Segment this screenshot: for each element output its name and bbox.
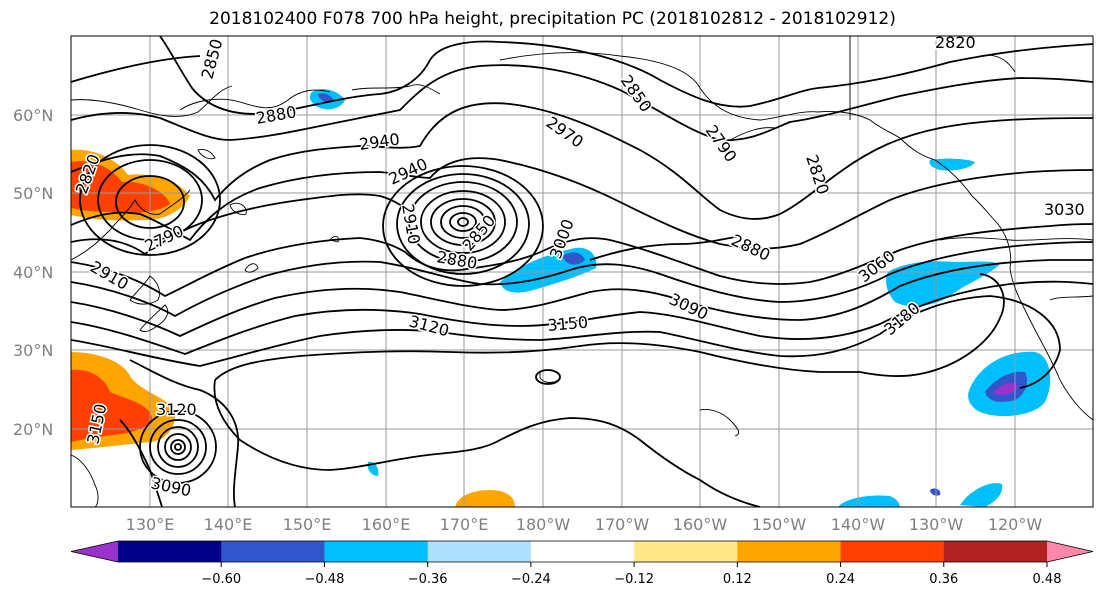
lon-label: 120°W bbox=[988, 515, 1043, 534]
contour-label: 2820 bbox=[935, 33, 976, 52]
lon-label: 130°W bbox=[909, 515, 964, 534]
lat-label: 40°N bbox=[13, 263, 53, 282]
colorbar-tick-label: −0.36 bbox=[408, 572, 448, 587]
lon-label: 130°E bbox=[126, 515, 175, 534]
lon-label: 170°W bbox=[595, 515, 650, 534]
colorbar-segment bbox=[737, 541, 842, 562]
contour-label: 3030 bbox=[1044, 200, 1085, 219]
lon-label: 150°W bbox=[752, 515, 807, 534]
precip-area bbox=[929, 158, 975, 171]
map-frame bbox=[70, 35, 1094, 508]
colorbar-segment bbox=[324, 541, 429, 562]
contour-label: 3150 bbox=[547, 313, 589, 335]
lon-label: 140°W bbox=[831, 515, 886, 534]
precip-area bbox=[993, 383, 1018, 395]
lon-label: 160°W bbox=[673, 515, 728, 534]
longitude-labels: 130°E 140°E 150°E 160°E 170°E 180°W 170°… bbox=[126, 515, 1043, 534]
precip-area bbox=[318, 93, 334, 103]
precip-area bbox=[71, 161, 170, 214]
map-title: 2018102400 F078 700 hPa height, precipit… bbox=[209, 9, 896, 29]
colorbar-tick-label: −0.60 bbox=[201, 572, 241, 587]
precip-area bbox=[930, 488, 941, 496]
colorbar-tick-label: −0.48 bbox=[305, 572, 345, 587]
lon-label: 170°E bbox=[440, 515, 489, 534]
lat-label: 60°N bbox=[13, 106, 53, 125]
lon-label: 160°E bbox=[362, 515, 411, 534]
precip-area bbox=[562, 252, 585, 265]
precip-area bbox=[71, 369, 152, 442]
precip-area bbox=[886, 261, 1000, 307]
precip-area bbox=[455, 490, 515, 507]
colorbar-tick-label: 0.12 bbox=[723, 572, 752, 587]
colorbar-segment bbox=[840, 541, 945, 562]
colorbar: −0.60 −0.48 −0.36 −0.24 −0.12 0.12 0.24 0.36 0.4… bbox=[70, 540, 1094, 587]
height-contours bbox=[71, 36, 1093, 507]
lon-label: 150°E bbox=[283, 515, 332, 534]
contour-label: 3120 bbox=[156, 400, 197, 419]
colorbar-tick-label: −0.12 bbox=[614, 572, 654, 587]
latitude-labels: 60°N 50°N 40°N 30°N 20°N bbox=[13, 106, 53, 439]
colorbar-extend-high bbox=[1047, 541, 1093, 562]
lon-label: 180°W bbox=[516, 515, 571, 534]
graticule bbox=[71, 36, 1093, 507]
colorbar-segment bbox=[118, 541, 222, 562]
lon-label: 140°E bbox=[204, 515, 253, 534]
colorbar-outline bbox=[70, 540, 1094, 563]
precip-area bbox=[960, 483, 1003, 507]
colorbar-extend-low bbox=[71, 541, 118, 562]
colorbar-segment bbox=[427, 541, 532, 562]
precipitation-shading bbox=[71, 89, 1051, 507]
colorbar-tick-label: −0.24 bbox=[511, 572, 551, 587]
map-panel: 2850 2880 2940 2940 2970 2850 2790 2820 … bbox=[70, 32, 1094, 508]
colorbar-segment bbox=[221, 541, 325, 562]
colorbar-segment bbox=[530, 541, 635, 562]
colorbar-tick-label: 0.36 bbox=[929, 572, 958, 587]
lat-label: 30°N bbox=[13, 341, 53, 360]
colorbar-segment bbox=[634, 541, 738, 562]
colorbar-tick-label: 0.48 bbox=[1033, 572, 1062, 587]
colorbar-segment bbox=[943, 541, 1048, 562]
precip-area bbox=[838, 495, 900, 507]
colorbar-tick-label: 0.24 bbox=[826, 572, 855, 587]
coastlines bbox=[71, 36, 1093, 507]
lat-label: 50°N bbox=[13, 184, 53, 203]
lat-label: 20°N bbox=[13, 420, 53, 439]
